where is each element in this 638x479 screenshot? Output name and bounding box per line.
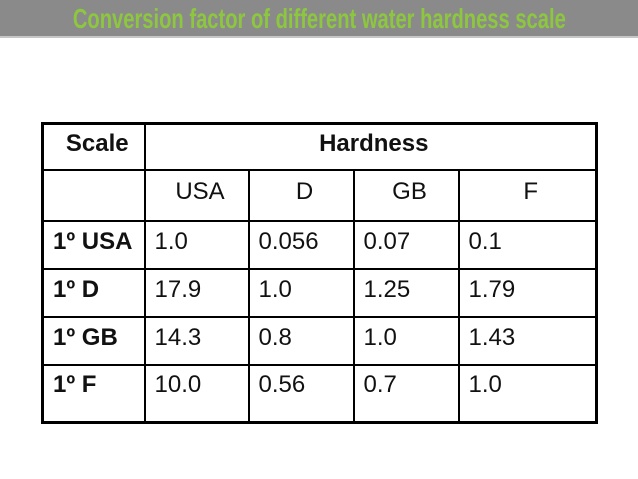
hardness-conversion-table: Scale Hardness USA D GB F 1º USA 1.0 0.0…: [41, 122, 599, 424]
title-banner: Conversion factor of different water har…: [0, 0, 638, 38]
row-label: 1º USA: [41, 219, 146, 270]
slide-title: Conversion factor of different water har…: [72, 3, 566, 34]
value-cell: 14.3: [143, 315, 250, 366]
value-cell: 1.0: [457, 363, 598, 424]
value-cell: 1.0: [247, 267, 355, 318]
col-header-d: D: [247, 168, 355, 222]
value-cell: 1.43: [457, 315, 598, 366]
value-cell: 1.79: [457, 267, 598, 318]
value-cell: 0.056: [247, 219, 355, 270]
value-cell: 0.1: [457, 219, 598, 270]
value-cell: 0.8: [247, 315, 355, 366]
empty-corner-cell: [41, 168, 146, 222]
value-cell: 17.9: [143, 267, 250, 318]
table-subheader-row: USA D GB F: [41, 168, 598, 222]
scale-header-cell: Scale: [41, 122, 146, 171]
row-label: 1º F: [41, 363, 146, 424]
table-row: 1º D 17.9 1.0 1.25 1.79: [41, 267, 598, 318]
value-cell: 0.56: [247, 363, 355, 424]
row-label: 1º D: [41, 267, 146, 318]
table-row: 1º GB 14.3 0.8 1.0 1.43: [41, 315, 598, 366]
value-cell: 10.0: [143, 363, 250, 424]
value-cell: 1.0: [352, 315, 460, 366]
row-label: 1º GB: [41, 315, 146, 366]
col-header-f: F: [457, 168, 598, 222]
value-cell: 0.7: [352, 363, 460, 424]
table-row: 1º USA 1.0 0.056 0.07 0.1: [41, 219, 598, 270]
table-row: 1º F 10.0 0.56 0.7 1.0: [41, 363, 598, 424]
hardness-header-cell: Hardness: [143, 122, 598, 171]
col-header-gb: GB: [352, 168, 460, 222]
value-cell: 1.25: [352, 267, 460, 318]
table-header-row: Scale Hardness: [41, 122, 598, 171]
col-header-usa: USA: [143, 168, 250, 222]
value-cell: 0.07: [352, 219, 460, 270]
value-cell: 1.0: [143, 219, 250, 270]
